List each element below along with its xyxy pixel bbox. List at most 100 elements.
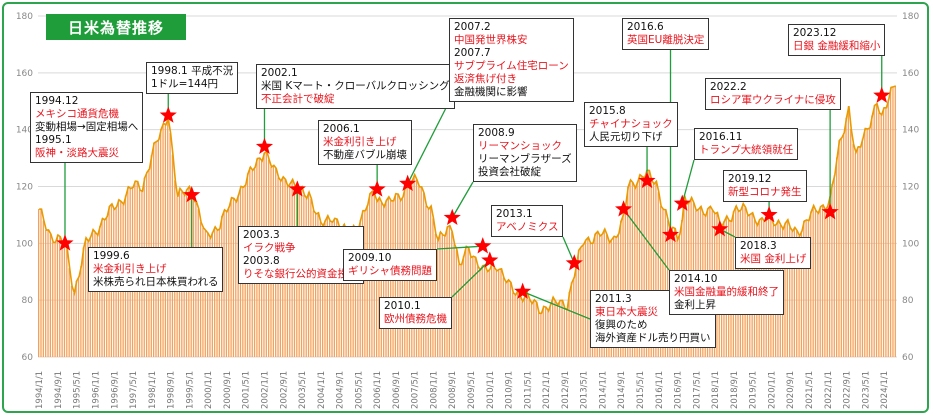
x-tick-label: 1996/1/1 [92,371,102,409]
event-annotation-line: 2015.8 [589,105,626,117]
event-annotation: 2019.12 新型コロナ発生 [723,170,807,202]
bar [793,227,796,357]
x-tick-label: 2012/9/1 [561,371,571,409]
bar [458,264,460,357]
bar [82,247,84,357]
bar [211,232,213,357]
bar [519,295,521,357]
bar [666,220,669,357]
x-tick-label: 2020/1/1 [767,371,777,409]
bar [854,152,857,357]
event-star-icon [159,106,177,123]
bar [582,244,584,357]
y-tick-label-left: 120 [16,183,33,193]
x-tick-label: 2016/1/1 [655,371,665,409]
y-tick-label-right: 160 [902,69,919,79]
bar [882,107,885,358]
x-tick-label: 2010/1/1 [486,371,496,409]
bar [481,265,483,357]
bar [66,249,68,357]
x-tick-label: 2002/1/1 [260,371,270,409]
bar [439,232,441,357]
bar [61,243,63,357]
bar [814,210,817,357]
bar [584,239,587,357]
x-tick-label: 2024/1/1 [880,371,890,409]
leader-line [451,181,474,219]
x-tick-label: 2014/1/1 [598,371,608,409]
bar [634,188,636,357]
x-tick-label: 2003/5/1 [298,371,308,409]
bar [202,227,204,357]
event-annotation-line: 米株売られ日本株買われる [93,276,219,288]
bar [47,229,49,357]
bar [80,265,82,357]
x-tick-label: 1994/9/1 [54,371,64,409]
x-tick-label: 2008/9/1 [448,371,458,409]
bar [807,220,810,357]
bar [427,208,429,357]
event-annotation: 2009.10 ギリシャ債務問題 [343,249,437,281]
x-tick-label: 2018/1/1 [711,371,721,409]
event-annotation-line: 2007.2 [454,21,491,33]
bar [512,292,514,357]
bar [359,219,361,357]
bar [847,106,849,357]
bar [84,237,87,357]
bar [441,234,443,357]
event-annotation-line: 米国 金利上げ [740,253,807,265]
leader-line [451,259,491,298]
bar [347,235,350,357]
bar [624,203,627,357]
bar [352,225,354,357]
bar [537,313,540,357]
event-annotation-line: 不正会計で破綻 [261,93,335,105]
bar [483,265,486,357]
event-star-icon [514,282,532,299]
bar [451,231,453,357]
bar [819,206,821,357]
event-annotation-line: 米国 Kマート・クローバルクロッシング [261,80,450,92]
bar [587,237,589,357]
bar [570,282,573,357]
bar [223,209,225,357]
event-annotation-line: リーマンブラザーズ [478,153,572,165]
bar [840,137,842,357]
event-annotation-line: 米金利引き上げ [323,136,397,148]
bar [75,280,77,357]
bar [429,206,432,357]
event-annotation-line: 2018.3 [740,240,777,252]
y-tick-label-right: 180 [902,12,919,22]
event-annotation: 2016.6 英国EU離脱決定 [622,18,710,50]
bar [500,268,502,357]
bar [887,99,889,357]
bar [556,305,558,357]
bar [551,297,554,357]
bar [533,299,535,357]
bar [209,237,211,357]
bar [331,222,333,357]
bar [495,270,497,357]
bar [655,181,657,357]
leader-line [407,101,450,184]
event-annotation-line: 欧州債務危機 [384,313,447,325]
event-annotation-line: 阪神・淡路大震災 [35,147,119,159]
leader-line [436,245,483,250]
event-annotation-line: 1ドル=144円 [151,78,219,90]
event-star-icon [760,205,778,223]
event-annotation-line: 1999.6 [93,250,130,262]
bar [474,257,476,357]
bar [383,206,385,357]
bar [319,222,321,357]
leader-line [562,236,575,264]
bar [542,306,544,357]
bar [800,231,803,357]
event-annotation-line: 1995.1 [35,134,72,146]
event-annotation-line: 海外資産ドル売り円買い [595,332,711,344]
event-annotation-line: 米国金融量的緩和終了 [674,286,779,298]
x-tick-label: 1994/1/1 [35,371,45,409]
x-tick-label: 2020/9/1 [786,371,796,409]
event-annotation-line: 人民元切り下げ [589,131,663,143]
event-annotation: 2016.11 トランプ大統領就任 [694,128,799,160]
event-annotation: 2022.2 ロシア軍ウクライナに侵攻 [705,78,841,110]
